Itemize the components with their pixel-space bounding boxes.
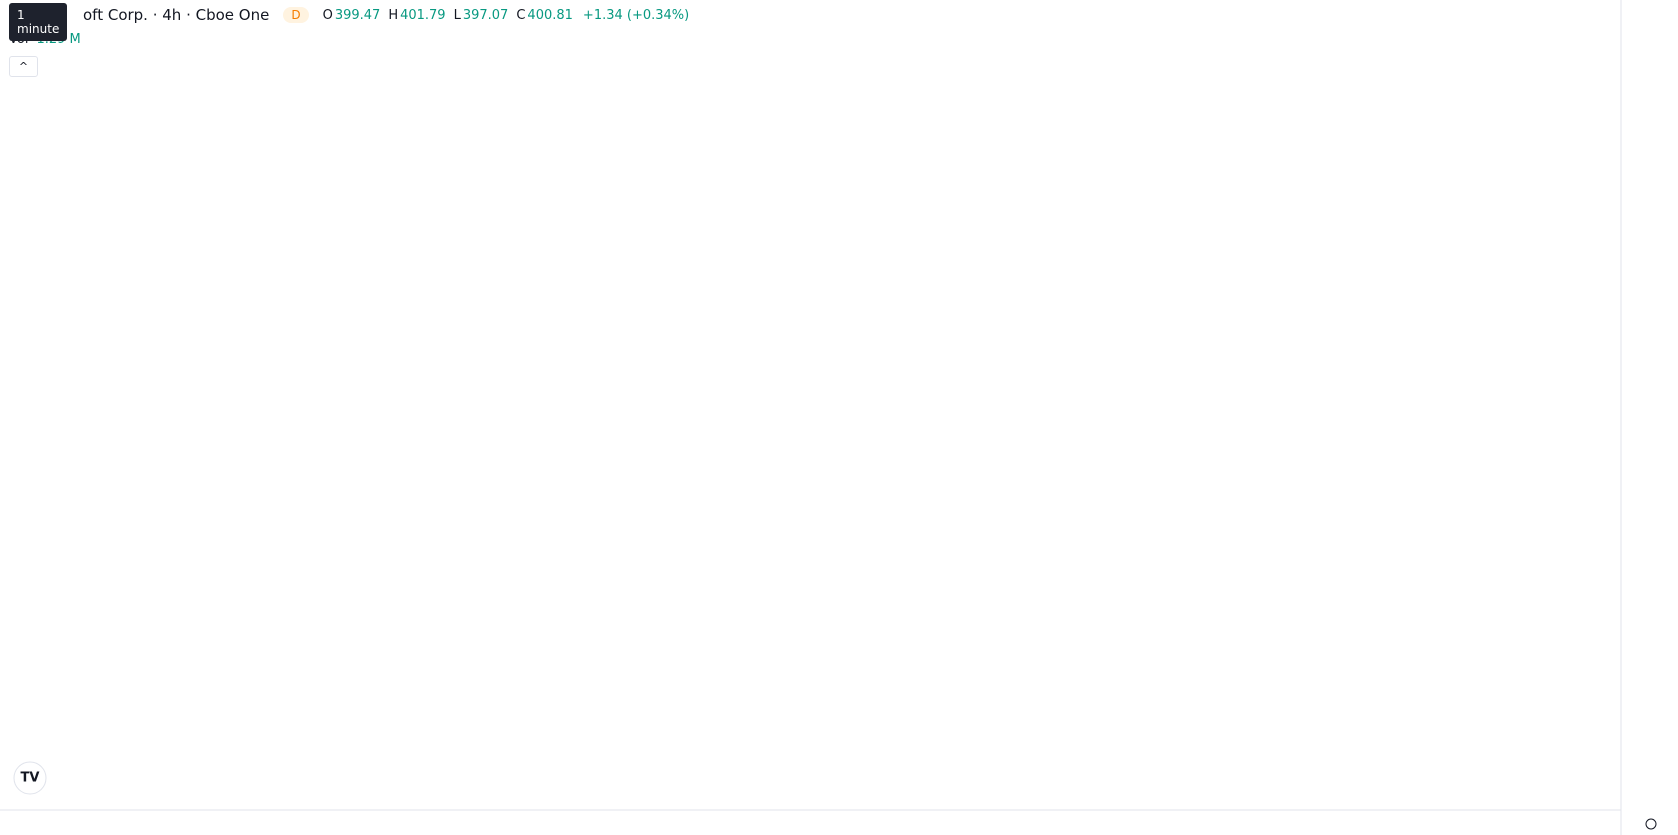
ohlc: O 399.47 H 401.79 L 397.07 C 400.81	[317, 8, 573, 23]
symbol-title: oft Corp. · 4h · Cboe One	[83, 6, 270, 24]
ohlc-key: C	[516, 7, 526, 23]
logo-mark: TV	[21, 771, 40, 786]
ohlc-value: 400.81	[527, 7, 573, 23]
ohlc-key: H	[388, 7, 399, 23]
ohlc-value: 399.47	[334, 7, 381, 23]
collapse-button[interactable]: ^	[9, 56, 38, 77]
logo[interactable]	[13, 761, 47, 795]
symbol-row: oft Corp. · 4h · Cboe One D O 399.47 H 401.…	[83, 6, 689, 24]
ohlc-key: L	[453, 7, 461, 23]
settings-icon[interactable]	[1645, 818, 1657, 830]
session-pill[interactable]: D	[283, 7, 309, 23]
ohlc-key: O	[322, 7, 333, 23]
tooltip: 1 minute	[9, 3, 68, 41]
ohlc-value: 397.07	[462, 7, 509, 23]
change: +1.34 (+0.34%)	[582, 7, 690, 23]
ohlc-value: 401.79	[400, 7, 446, 23]
